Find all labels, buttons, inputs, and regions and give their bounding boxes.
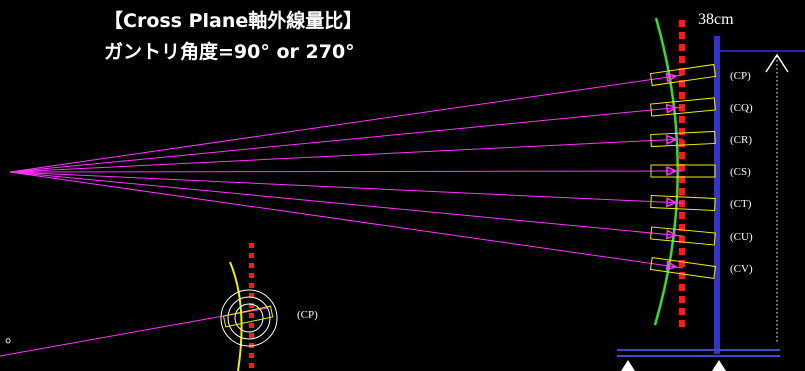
beam-line: [9, 171, 684, 237]
inset-axis-dot: [249, 353, 254, 358]
beam-line: [9, 106, 684, 173]
beam-arrow: [666, 197, 678, 208]
beam-line: [9, 170, 684, 173]
inset-chamber: [222, 305, 274, 328]
inset-axis-dot: [249, 243, 254, 248]
title-line-2: ガントリ角度=90° or 270°: [104, 40, 355, 63]
axis-dot: [679, 92, 685, 99]
central-axis-dots: [679, 20, 685, 327]
title-line-1: 【Cross Plane軸外線量比】: [104, 9, 362, 32]
inset-axis-dot: [249, 283, 254, 288]
chamber-box: [650, 130, 716, 148]
axis-dot: [679, 260, 685, 267]
beam-arrow: [666, 134, 678, 145]
axis-dot: [679, 272, 685, 279]
chamber-labels: (CP) (CQ) (CR) (CS) (CT) (CU) (CV): [730, 70, 753, 275]
inset-axis-dot: [249, 303, 254, 308]
axis-dot: [679, 296, 685, 303]
inset-axis-dot: [249, 333, 254, 338]
chamber-box: [650, 97, 716, 117]
inset-circle-inner: [234, 303, 264, 333]
green-arc: [653, 17, 679, 326]
inset-axis-dot: [249, 293, 254, 298]
chamber-label: (CP): [730, 70, 751, 82]
chamber-label: (CR): [730, 134, 752, 146]
beam-line: [9, 171, 684, 269]
beam-lines: [9, 74, 684, 269]
beam-arrow: [665, 260, 678, 271]
axis-dot: [679, 56, 685, 63]
chamber-box: [649, 63, 717, 87]
beam-arrow: [665, 72, 678, 83]
chamber: [650, 226, 716, 246]
chamber: [650, 195, 716, 211]
inset-axis-dot: [249, 313, 254, 318]
axis-dot: [679, 140, 685, 147]
inset-axis-dot: [249, 263, 254, 268]
axis-dot: [679, 20, 685, 27]
inset-circle-middle: [227, 296, 271, 340]
axis-dot: [679, 32, 685, 39]
axis-dot: [679, 152, 685, 159]
beam-arrow: [665, 103, 678, 114]
axis-dot: [679, 308, 685, 315]
measure-arrow-head: [765, 53, 789, 73]
beam-line: [9, 171, 684, 204]
chamber-box: [650, 164, 716, 178]
beam-arrow: [665, 229, 678, 240]
source-marker: 。: [5, 329, 21, 346]
beam-line: [9, 138, 684, 173]
chamber-label: (CS): [730, 166, 751, 178]
axis-dot: [679, 80, 685, 87]
axis-dot: [679, 284, 685, 291]
inset-axis-dot: [249, 253, 254, 258]
chamber-label: (CU): [730, 231, 753, 243]
chamber: [650, 130, 716, 148]
chamber: [649, 256, 717, 280]
chamber: [649, 63, 717, 87]
inset-axis-dot: [249, 363, 254, 368]
inset-circle-outer: [220, 289, 278, 347]
axis-dot: [679, 188, 685, 195]
support-triangle-left: [621, 360, 635, 371]
chamber: [650, 164, 716, 178]
chamber-box: [649, 256, 717, 280]
phantom-vertical-bar: [714, 36, 720, 354]
axis-dot: [679, 236, 685, 243]
chambers: [649, 63, 717, 280]
beam-line: [9, 74, 684, 173]
chamber-box: [650, 195, 716, 211]
axis-dot: [679, 128, 685, 135]
axis-dot: [679, 212, 685, 219]
axis-dot: [679, 44, 685, 51]
beam-arrow: [666, 165, 678, 177]
inset-yellow-arc: [229, 261, 243, 371]
axis-dot: [679, 68, 685, 75]
axis-dot: [679, 164, 685, 171]
chamber-box: [650, 226, 716, 246]
chamber-label: (CT): [730, 198, 752, 210]
inset-label: (CP): [297, 309, 318, 321]
axis-dot: [679, 248, 685, 255]
chamber: [650, 97, 716, 117]
support-triangle-right: [712, 360, 726, 371]
distance-label: 38cm: [698, 11, 734, 28]
axis-dot: [679, 176, 685, 183]
chamber-label: (CV): [730, 263, 753, 275]
inset-axis-dot: [249, 273, 254, 278]
inset-axis-dots: [249, 243, 254, 368]
axis-dot: [679, 224, 685, 231]
chamber-label: (CQ): [730, 102, 753, 114]
inset-diagram: (CP) 。: [0, 243, 318, 371]
inset-axis-dot: [249, 323, 254, 328]
axis-dot: [679, 320, 685, 327]
axis-dot: [679, 116, 685, 123]
axis-dot: [679, 200, 685, 207]
